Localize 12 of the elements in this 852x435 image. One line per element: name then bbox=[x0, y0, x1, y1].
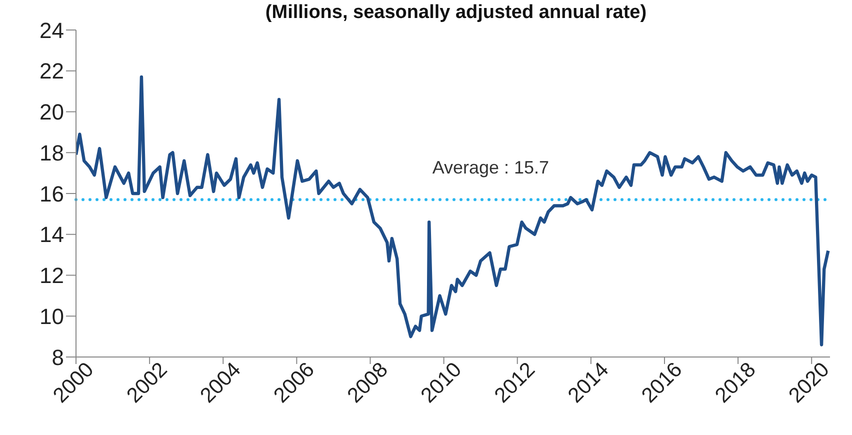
y-tick-label: 16 bbox=[40, 181, 64, 206]
y-tick-label: 18 bbox=[40, 140, 64, 166]
y-tick-label: 20 bbox=[40, 100, 64, 125]
y-tick-label: 8 bbox=[52, 344, 64, 370]
y-tick-label: 14 bbox=[40, 222, 64, 248]
y-tick-label: 12 bbox=[40, 263, 64, 288]
y-tick-label: 24 bbox=[40, 18, 64, 43]
line-series bbox=[76, 75, 830, 346]
ref-line-label: Average : 15.7 bbox=[432, 158, 550, 178]
y-tick-label: 10 bbox=[40, 304, 64, 329]
chart-subtitle: (Millions, seasonally adjusted annual rate) bbox=[265, 2, 647, 23]
y-tick-label: 22 bbox=[40, 58, 64, 84]
